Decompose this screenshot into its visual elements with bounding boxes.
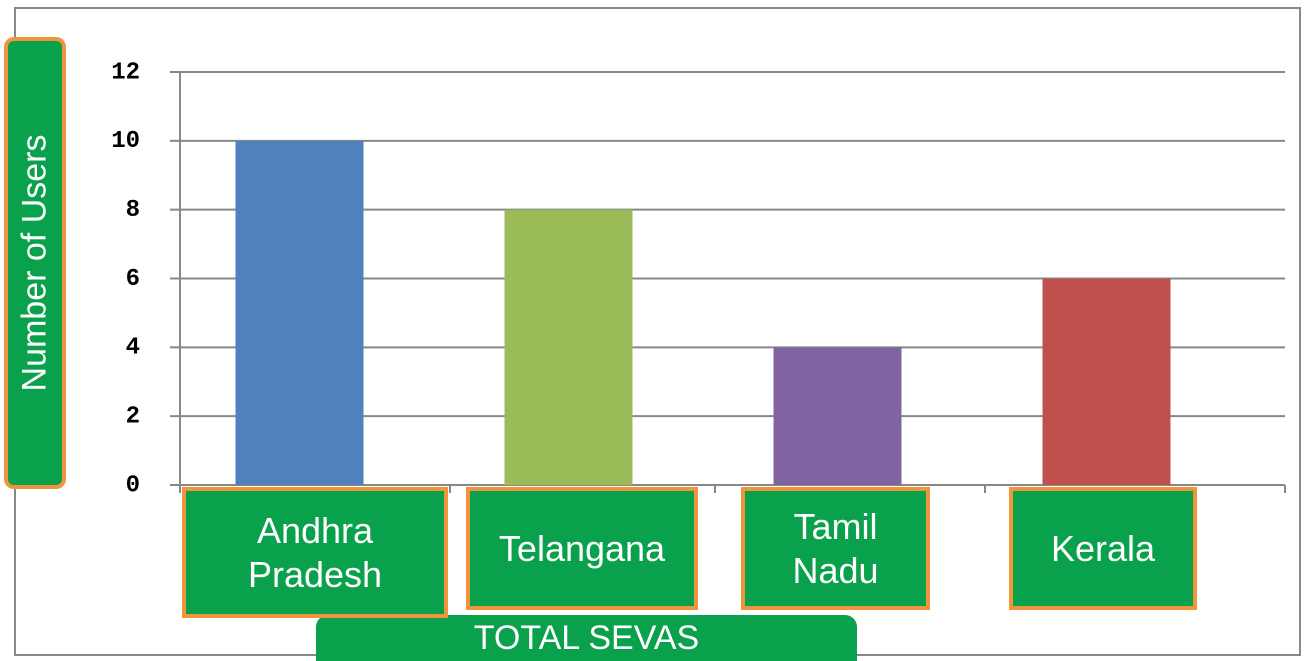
y-tick-label: 6 (126, 266, 140, 293)
x-tick-label: Tamil Nadu (741, 487, 930, 610)
bar (235, 140, 364, 486)
bar (1042, 278, 1171, 485)
x-axis-label: TOTAL SEVAS (316, 615, 857, 661)
y-axis-label: Number of Users (15, 134, 54, 392)
y-tick-label: 0 (126, 472, 140, 499)
y-tick-label: 8 (126, 197, 140, 224)
y-tick-label: 10 (111, 128, 140, 155)
x-tick-label: Telangana (466, 487, 698, 610)
bar (504, 209, 633, 485)
y-tick-label: 4 (126, 335, 140, 362)
y-axis-label-box: Number of Users (4, 37, 66, 489)
y-tick-label: 12 (111, 59, 140, 86)
y-tick-label: 2 (126, 404, 140, 431)
bar (773, 347, 902, 485)
x-tick-label: Kerala (1009, 487, 1197, 610)
x-tick-label: Andhra Pradesh (182, 487, 448, 618)
